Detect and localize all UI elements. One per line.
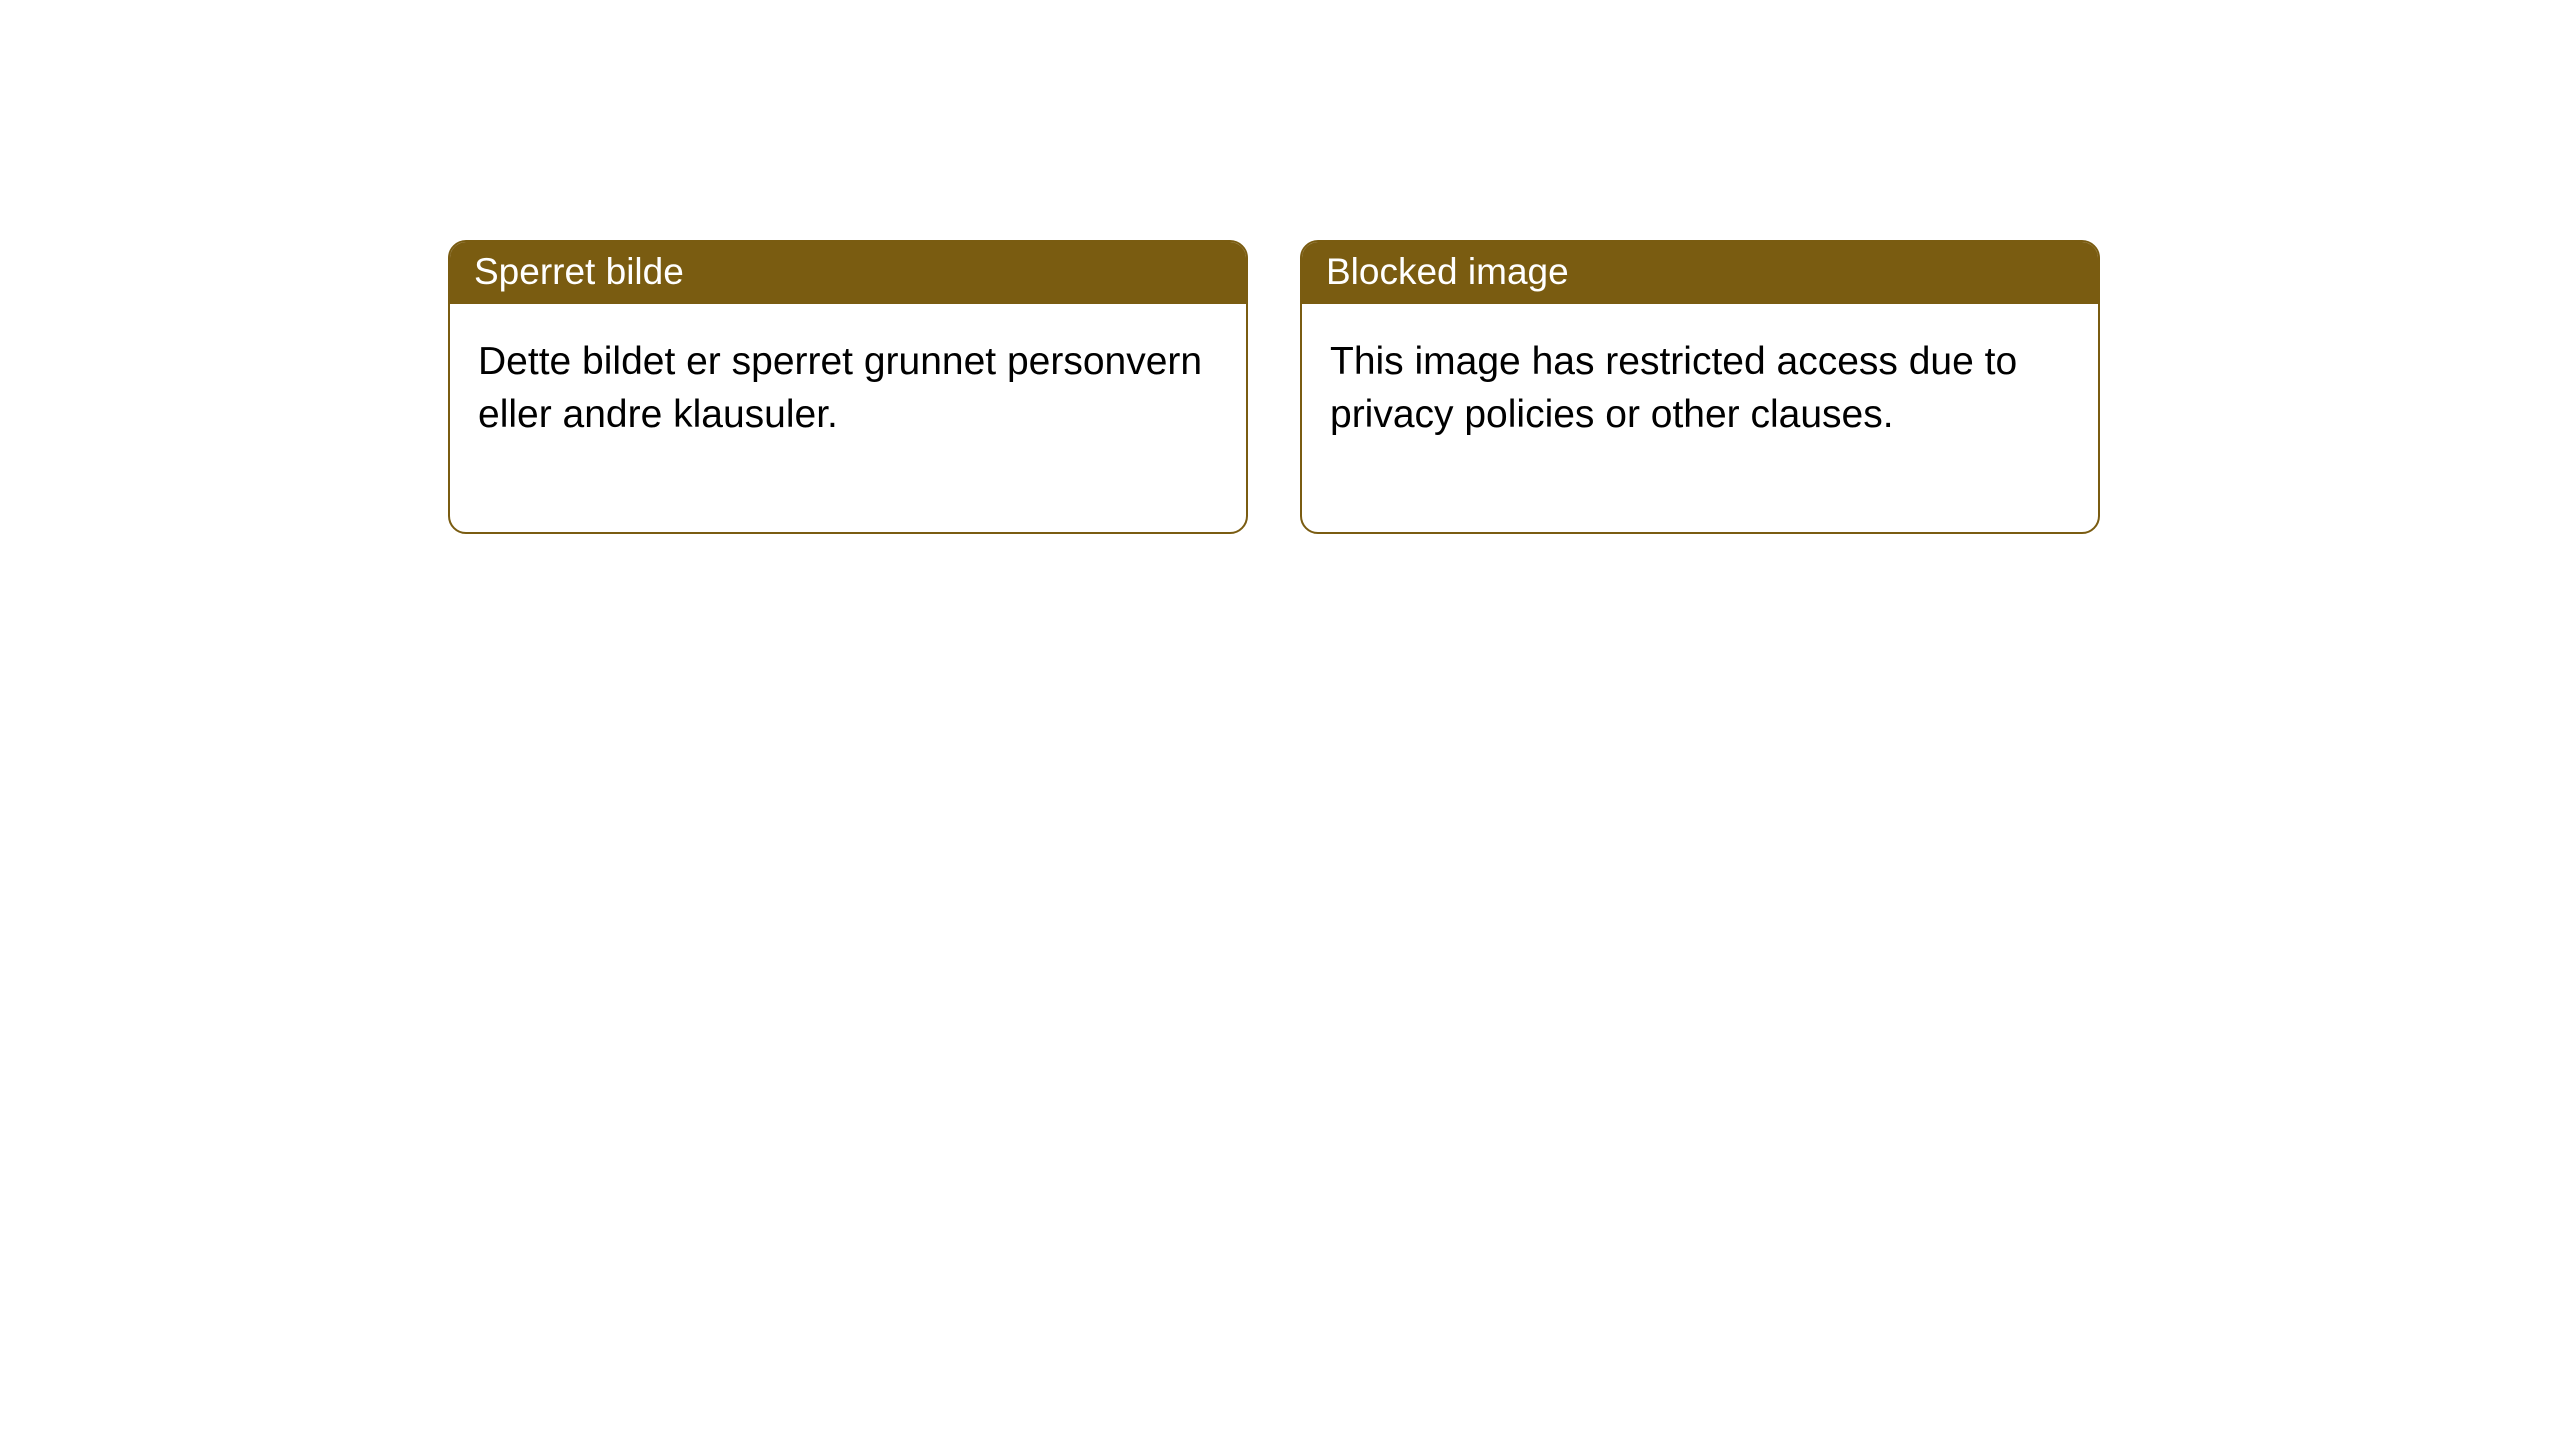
notice-card-en: Blocked image This image has restricted … [1300, 240, 2100, 534]
notice-body-en: This image has restricted access due to … [1302, 304, 2098, 531]
notice-header-en: Blocked image [1302, 242, 2098, 304]
notice-body-no: Dette bildet er sperret grunnet personve… [450, 304, 1246, 531]
notice-container: Sperret bilde Dette bildet er sperret gr… [0, 0, 2560, 534]
notice-header-no: Sperret bilde [450, 242, 1246, 304]
notice-card-no: Sperret bilde Dette bildet er sperret gr… [448, 240, 1248, 534]
